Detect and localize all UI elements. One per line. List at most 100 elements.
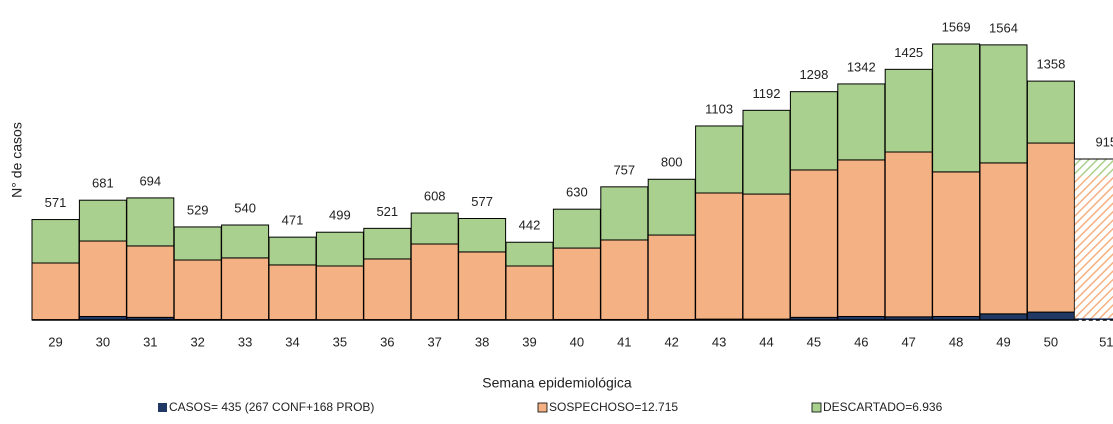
total-label: 757: [613, 162, 635, 177]
total-label: 499: [329, 208, 351, 223]
y-axis-label: N° de casos: [9, 122, 25, 198]
bar-segment: [1074, 318, 1113, 320]
bar-segment: [1074, 159, 1113, 176]
total-label: 1103: [705, 101, 733, 116]
bar-segment: [126, 245, 175, 318]
bar-segment: [1026, 311, 1075, 321]
bar-segment: [505, 265, 554, 321]
x-tick-label: 50: [1044, 334, 1058, 349]
bar-segment: [789, 169, 838, 318]
x-tick-label: 43: [712, 334, 726, 349]
bar-segment: [932, 43, 981, 173]
legend-label: DESCARTADO=6.936: [823, 400, 943, 414]
x-tick-label: 45: [807, 334, 821, 349]
bar-segment: [932, 171, 981, 317]
bar-segment: [884, 151, 933, 318]
bar-segment: [221, 257, 270, 321]
x-tick-label: 36: [380, 334, 394, 349]
bar-segment: [363, 258, 412, 321]
bar-segment: [1074, 175, 1113, 319]
bar-segment: [126, 197, 175, 247]
x-tick-label: 51: [1099, 334, 1113, 349]
legend-swatch: [158, 403, 167, 412]
total-label: 442: [519, 218, 541, 233]
bar-segment: [789, 91, 838, 171]
bar-segment: [695, 125, 744, 194]
bar-segment: [78, 199, 127, 242]
bar-segment: [884, 68, 933, 153]
bar-segment: [837, 83, 886, 161]
bar-segment: [742, 193, 791, 320]
total-label: 1192: [753, 86, 781, 101]
bar-segment: [695, 192, 744, 320]
legend-label: SOSPECHOSO=12.715: [549, 400, 678, 414]
legend-label: CASOS= 435 (267 CONF+168 PROB): [169, 400, 374, 414]
legend-swatch: [537, 402, 548, 413]
bar-segment: [31, 219, 80, 264]
total-label: 529: [187, 202, 209, 217]
total-label: 1564: [989, 20, 1018, 35]
x-tick-label: 30: [96, 334, 110, 349]
bar-segment: [315, 231, 364, 267]
total-label: 681: [92, 176, 114, 191]
bar-segment: [1026, 80, 1075, 144]
x-tick-label: 29: [48, 334, 62, 349]
x-tick-label: 48: [949, 334, 963, 349]
total-label: 800: [661, 155, 683, 170]
bar-segment: [221, 224, 270, 259]
x-tick-label: 34: [285, 334, 299, 349]
x-tick-label: 46: [854, 334, 868, 349]
total-label: 1342: [847, 59, 876, 74]
total-label: 540: [234, 200, 256, 215]
bar-segment: [268, 264, 317, 321]
bar-segment: [315, 265, 364, 321]
total-label: 630: [566, 185, 588, 200]
bar-segment: [837, 159, 886, 317]
total-label: 577: [471, 194, 493, 209]
x-tick-label: 49: [996, 334, 1010, 349]
bar-segment: [742, 109, 791, 195]
bar-segment: [173, 259, 222, 320]
bar-segment: [410, 243, 459, 321]
x-tick-label: 38: [475, 334, 489, 349]
total-label: 1298: [799, 67, 828, 82]
bar-segment: [173, 226, 222, 261]
total-label: 571: [45, 195, 67, 210]
total-label: 694: [139, 173, 161, 188]
total-label: 1358: [1036, 57, 1065, 72]
x-tick-label: 39: [522, 334, 536, 349]
bar-segment: [505, 241, 554, 267]
total-label: 1425: [894, 45, 923, 60]
bar-segment: [458, 218, 507, 253]
x-tick-label: 32: [190, 334, 204, 349]
x-tick-label: 33: [238, 334, 252, 349]
bar-segment: [979, 313, 1028, 321]
bar-segment: [979, 162, 1028, 315]
bar-segment: [458, 251, 507, 321]
x-tick-label: 35: [333, 334, 347, 349]
total-label: 471: [282, 213, 304, 228]
total-label: 521: [376, 204, 398, 219]
bar-segment: [600, 239, 649, 320]
x-tick-label: 42: [664, 334, 678, 349]
x-axis-label: Semana epidemiológica: [482, 375, 632, 391]
bar-segment: [647, 178, 696, 236]
x-tick-label: 40: [570, 334, 584, 349]
bar-segment: [552, 247, 601, 320]
bar-segment: [363, 227, 412, 260]
total-label: 1569: [942, 19, 971, 34]
x-tick-label: 44: [759, 334, 773, 349]
bar-segment: [552, 208, 601, 249]
bar-segment: [410, 212, 459, 245]
x-tick-label: 47: [901, 334, 915, 349]
x-tick-label: 37: [427, 334, 441, 349]
bar-segment: [600, 186, 649, 241]
bar-segment: [647, 234, 696, 320]
bar-segment: [979, 44, 1028, 164]
x-tick-label: 31: [143, 334, 157, 349]
bar-segment: [31, 262, 80, 321]
total-label: 608: [424, 188, 446, 203]
bar-segment: [1026, 142, 1075, 313]
bar-segment: [268, 236, 317, 266]
